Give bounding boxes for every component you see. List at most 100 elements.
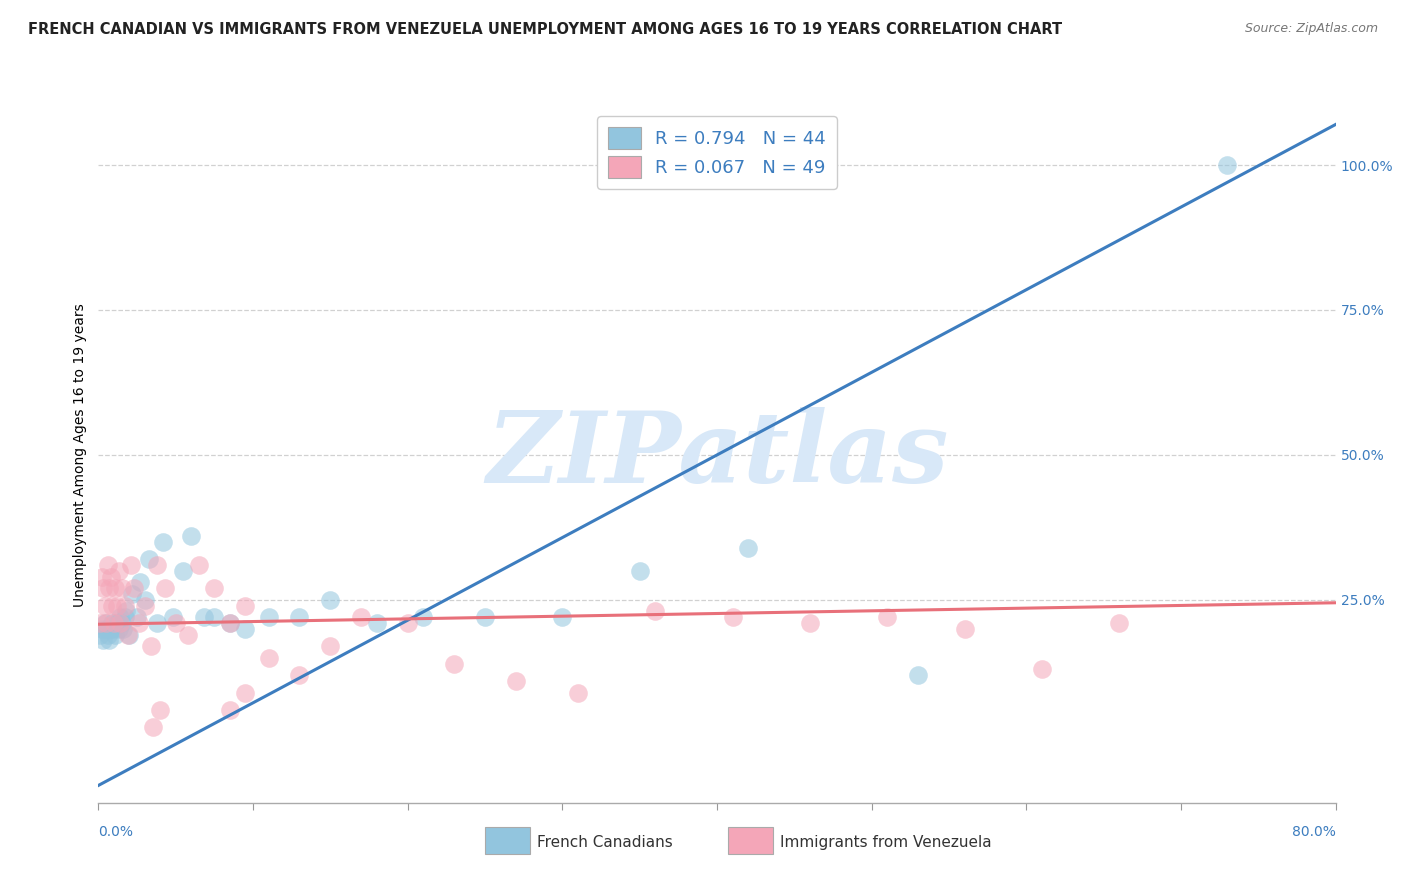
Point [146, 615, 169, 630]
Point [107, 564, 129, 578]
Point [907, 668, 929, 682]
Point [204, 582, 226, 596]
Point [567, 685, 589, 699]
Point [97, 628, 120, 642]
Legend: R = 0.794   N = 44, R = 0.067   N = 49: R = 0.794 N = 44, R = 0.067 N = 49 [598, 116, 837, 189]
Point [122, 582, 145, 596]
Point [100, 622, 122, 636]
Point [177, 628, 200, 642]
Point [120, 558, 142, 573]
Point [93, 599, 115, 613]
Point [644, 605, 666, 619]
Text: 0.0%: 0.0% [98, 825, 134, 839]
Point [90, 622, 112, 636]
Point [193, 610, 215, 624]
Point [103, 622, 125, 636]
Point [1216, 158, 1239, 172]
Point [953, 622, 976, 636]
Point [89, 615, 111, 630]
Point [165, 615, 187, 630]
Point [162, 610, 184, 624]
Point [118, 628, 141, 642]
Point [173, 564, 195, 578]
Point [127, 610, 149, 624]
Point [257, 651, 280, 665]
Point [98, 633, 121, 648]
Point [104, 582, 127, 596]
Point [153, 582, 176, 596]
Point [111, 582, 134, 596]
Point [149, 703, 172, 717]
Text: ZIPatlas: ZIPatlas [486, 407, 948, 503]
Point [443, 657, 465, 671]
Point [799, 615, 821, 630]
Point [288, 668, 311, 682]
Point [188, 558, 211, 573]
Text: French Canadians: French Canadians [537, 836, 673, 850]
Point [288, 610, 311, 624]
Point [204, 610, 226, 624]
Point [876, 610, 898, 624]
Point [219, 615, 242, 630]
Point [737, 541, 759, 555]
Point [146, 558, 169, 573]
Point [104, 628, 127, 642]
Point [96, 622, 118, 636]
Point [235, 685, 257, 699]
Point [108, 610, 131, 624]
Point [98, 582, 121, 596]
Point [111, 615, 134, 630]
Point [121, 587, 143, 601]
Point [350, 610, 373, 624]
Point [117, 628, 139, 642]
Point [412, 610, 434, 624]
Point [134, 592, 156, 607]
Point [90, 570, 112, 584]
Point [551, 610, 574, 624]
Point [235, 622, 257, 636]
Point [96, 615, 118, 630]
Point [139, 639, 162, 653]
Point [628, 564, 651, 578]
Point [93, 615, 115, 630]
Point [89, 628, 111, 642]
Point [91, 633, 114, 648]
Point [103, 615, 125, 630]
Point [1108, 615, 1130, 630]
Point [105, 599, 128, 613]
Point [257, 610, 280, 624]
Point [219, 615, 242, 630]
Point [112, 622, 135, 636]
Y-axis label: Unemployment Among Ages 16 to 19 years: Unemployment Among Ages 16 to 19 years [73, 303, 87, 607]
Text: 80.0%: 80.0% [1292, 825, 1336, 839]
Point [474, 610, 496, 624]
Point [128, 615, 150, 630]
Point [91, 582, 114, 596]
Point [180, 529, 202, 543]
Point [505, 674, 527, 689]
Point [100, 570, 122, 584]
Point [366, 615, 388, 630]
Text: Source: ZipAtlas.com: Source: ZipAtlas.com [1244, 22, 1378, 36]
Point [138, 552, 160, 566]
Point [319, 639, 342, 653]
Point [114, 599, 136, 613]
Point [219, 703, 242, 717]
Point [108, 615, 131, 630]
Point [396, 615, 419, 630]
Point [152, 534, 174, 549]
Point [114, 610, 136, 624]
Point [97, 558, 120, 573]
Point [101, 615, 124, 630]
Text: FRENCH CANADIAN VS IMMIGRANTS FROM VENEZUELA UNEMPLOYMENT AMONG AGES 16 TO 19 YE: FRENCH CANADIAN VS IMMIGRANTS FROM VENEZ… [28, 22, 1063, 37]
Point [101, 599, 124, 613]
Point [107, 622, 129, 636]
Point [129, 575, 152, 590]
Text: Immigrants from Venezuela: Immigrants from Venezuela [780, 836, 993, 850]
Point [134, 599, 156, 613]
Point [319, 592, 342, 607]
Point [235, 599, 257, 613]
Point [142, 721, 165, 735]
Point [105, 615, 128, 630]
Point [721, 610, 744, 624]
